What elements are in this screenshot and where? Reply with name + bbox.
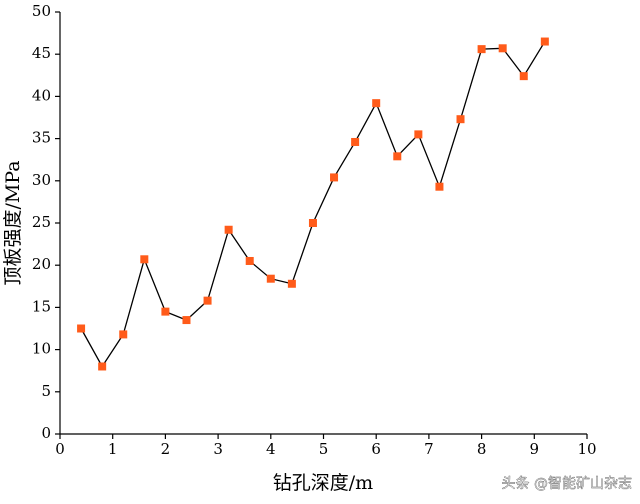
data-point: [456, 115, 465, 124]
y-tick-label: 35: [32, 129, 51, 147]
y-tick-label: 15: [32, 297, 51, 315]
x-tick-label: 5: [319, 440, 329, 458]
y-tick-label: 20: [32, 255, 51, 273]
data-point: [540, 37, 549, 46]
y-axis-label: 顶板强度/MPa: [2, 160, 24, 285]
data-point: [287, 279, 296, 288]
y-tick-label: 25: [32, 213, 51, 231]
y-tick-label: 0: [41, 424, 51, 442]
x-tick-label: 8: [477, 440, 487, 458]
data-point: [224, 225, 233, 234]
y-tick-label: 10: [32, 340, 51, 358]
data-point: [98, 362, 107, 371]
x-tick-label: 3: [213, 440, 223, 458]
x-tick-label: 0: [55, 440, 65, 458]
data-point: [119, 330, 128, 339]
data-point: [140, 255, 149, 264]
data-point: [308, 219, 317, 227]
y-tick-label: 30: [32, 171, 51, 189]
data-point: [435, 182, 444, 191]
y-tick-label: 40: [32, 86, 51, 104]
data-point: [477, 45, 486, 54]
data-point: [414, 130, 423, 139]
data-point: [203, 296, 212, 305]
y-tick-label: 45: [32, 44, 51, 62]
data-point: [519, 72, 528, 81]
data-point: [330, 173, 339, 182]
data-point: [182, 316, 191, 325]
x-tick-label: 1: [108, 440, 118, 458]
watermark: 头条 @智能矿山杂志: [502, 475, 632, 492]
x-tick-label: 9: [530, 440, 540, 458]
x-tick-label: 7: [424, 440, 434, 458]
data-point: [245, 256, 254, 265]
x-tick-label: 4: [266, 440, 276, 458]
data-point: [393, 152, 402, 161]
y-tick-label: 5: [41, 382, 51, 400]
data-point: [351, 137, 360, 146]
data-point: [77, 324, 86, 333]
x-tick-label: 6: [371, 440, 381, 458]
x-axis-label: 钻孔深度/m: [273, 472, 373, 494]
data-point: [161, 307, 170, 316]
data-point: [372, 99, 381, 108]
data-point: [266, 274, 275, 283]
data-point: [498, 44, 507, 53]
y-tick-label: 50: [32, 2, 51, 20]
x-tick-label: 10: [577, 440, 596, 458]
x-tick-label: 2: [161, 440, 171, 458]
data-line: [80, 41, 546, 368]
